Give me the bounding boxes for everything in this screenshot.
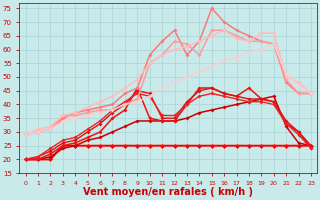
X-axis label: Vent moyen/en rafales ( km/h ): Vent moyen/en rafales ( km/h ) [83, 187, 253, 197]
